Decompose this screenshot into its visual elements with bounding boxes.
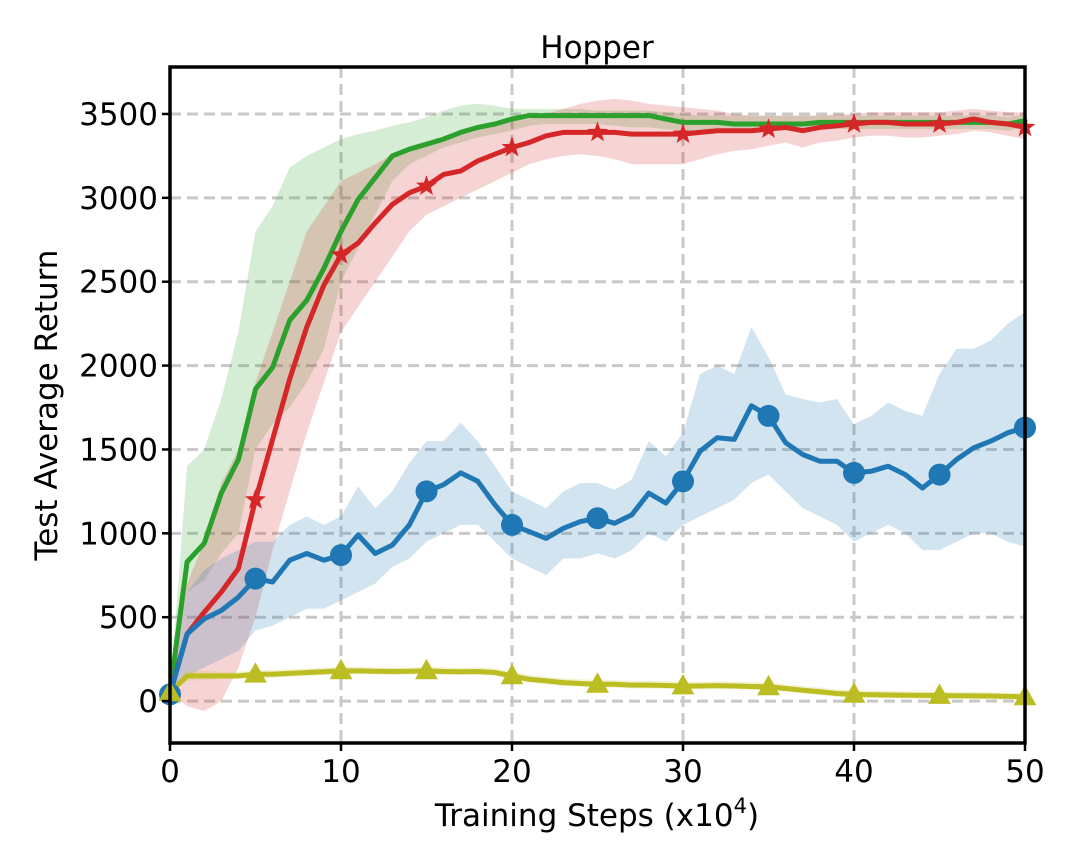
grid: [170, 67, 1025, 743]
y-tick-label: 3000: [79, 181, 158, 217]
x-tick-label: 20: [492, 754, 531, 790]
data-point: [416, 175, 437, 195]
series-band: [170, 311, 1025, 695]
x-axis-label-main: Training Steps (x10: [434, 798, 734, 834]
y-tick-label: 3500: [79, 97, 158, 133]
y-tick-label: 2500: [79, 265, 158, 301]
plot-frame: [168, 65, 1027, 745]
data-point: [758, 118, 779, 138]
data-point: [244, 567, 267, 590]
y-tick-label: 1500: [79, 432, 158, 468]
confidence-bands: [170, 98, 1025, 712]
x-axis-label-end: ): [747, 798, 759, 834]
x-tick-label: 10: [321, 754, 360, 790]
data-point: [757, 674, 780, 696]
x-tick-label: 30: [663, 754, 702, 790]
y-axis-label: Test Average Return: [29, 250, 65, 562]
data-point: [329, 658, 353, 680]
data-point: [330, 544, 352, 567]
data-point: [757, 404, 780, 427]
y-tick-label: 1000: [79, 516, 158, 552]
data-point: [843, 113, 865, 133]
data-point: [245, 488, 266, 509]
data-point: [586, 507, 609, 530]
x-axis-label-sup: 4: [734, 794, 747, 818]
data-point: [415, 480, 438, 503]
data-point: [672, 470, 694, 493]
y-tick-label: 2000: [79, 349, 158, 385]
data-point: [928, 463, 951, 486]
data-point: [501, 136, 523, 157]
y-tick-label: 0: [138, 684, 158, 720]
data-point: [671, 673, 695, 695]
data-point: [415, 658, 438, 680]
x-tick-label: 40: [834, 754, 873, 790]
data-point: [244, 662, 267, 683]
data-point: [929, 113, 950, 133]
x-tick-label: 50: [1005, 754, 1044, 790]
series-band: [170, 98, 1025, 712]
data-point: [843, 461, 865, 484]
data-point: [586, 672, 609, 693]
data-point: [330, 243, 352, 264]
data-point: [501, 513, 523, 536]
data-point: [842, 682, 866, 703]
data-point: [928, 683, 951, 704]
x-tick-label: 0: [160, 754, 180, 790]
data-point: [500, 663, 524, 685]
y-tick-label: 500: [99, 600, 158, 636]
x-axis-label: Training Steps (x104): [434, 794, 759, 834]
chart-title: Hopper: [540, 30, 654, 66]
data-point: [672, 123, 694, 143]
data-point: [587, 121, 608, 142]
